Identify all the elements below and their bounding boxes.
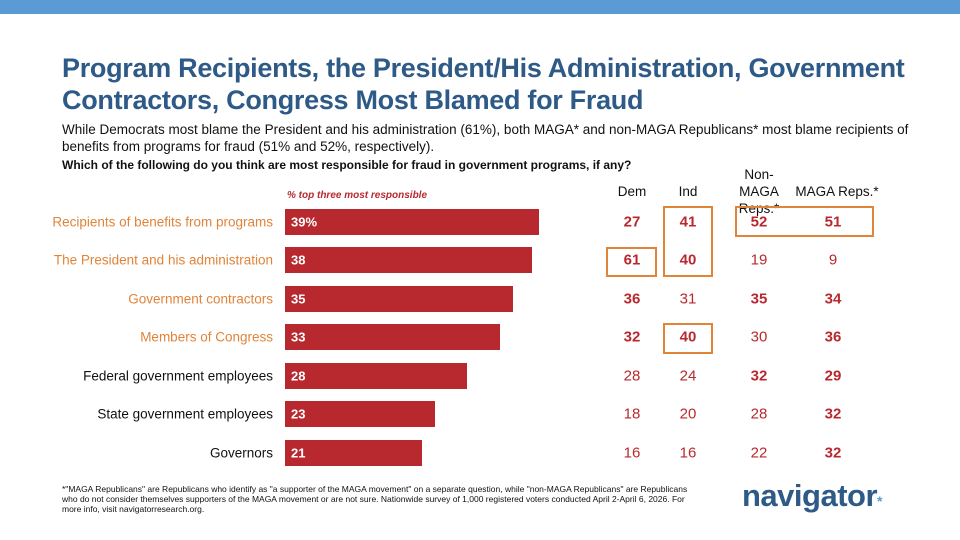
table-cell: 32 bbox=[824, 444, 842, 462]
table-cell: 16 bbox=[679, 444, 697, 462]
bar-value-label: 39% bbox=[291, 214, 318, 230]
highlight-box bbox=[735, 206, 874, 237]
table-cell: 18 bbox=[623, 405, 641, 423]
bar bbox=[285, 209, 539, 235]
page-title: Program Recipients, the President/His Ad… bbox=[62, 53, 905, 115]
table-cell: 9 bbox=[828, 251, 838, 269]
bar-value-label: 38 bbox=[291, 252, 306, 268]
table-cell: 40 bbox=[679, 328, 697, 346]
category-label: Governors bbox=[209, 445, 273, 461]
table-cell: 29 bbox=[824, 367, 842, 385]
highlight-box bbox=[663, 323, 713, 354]
bar-value-label: 35 bbox=[291, 291, 306, 307]
highlight-box bbox=[663, 206, 713, 277]
table-cell: 32 bbox=[824, 405, 842, 423]
table-cell: 28 bbox=[750, 405, 768, 423]
table-cell: 52 bbox=[750, 213, 768, 231]
category-label: State government employees bbox=[97, 406, 273, 422]
table-cell: 24 bbox=[679, 367, 697, 385]
category-label: Recipients of benefits from programs bbox=[52, 214, 273, 230]
question: Which of the following do you think are … bbox=[62, 158, 632, 172]
table-cell: 61 bbox=[623, 251, 641, 269]
table-cell: 30 bbox=[750, 328, 768, 346]
table-cell: 36 bbox=[824, 328, 842, 346]
bar bbox=[285, 247, 532, 273]
column-header: Ind bbox=[678, 184, 698, 199]
table-cell: 20 bbox=[679, 405, 697, 423]
bar bbox=[285, 440, 422, 466]
category-label: Government contractors bbox=[128, 291, 273, 307]
table-cell: 27 bbox=[623, 213, 641, 231]
table-cell: 35 bbox=[750, 290, 768, 308]
table-cell: 40 bbox=[679, 251, 697, 269]
bar bbox=[285, 324, 500, 350]
column-header: Dem bbox=[617, 184, 647, 199]
table-cell: 34 bbox=[824, 290, 842, 308]
table-cell: 22 bbox=[750, 444, 768, 462]
bar-value-label: 23 bbox=[291, 406, 306, 422]
bar bbox=[285, 286, 513, 312]
table-cell: 32 bbox=[623, 328, 641, 346]
column-header: MAGA Reps.* bbox=[795, 184, 879, 199]
table-cell: 19 bbox=[750, 251, 768, 269]
category-label: Federal government employees bbox=[83, 368, 273, 384]
bar-value-label: 21 bbox=[291, 445, 306, 461]
category-label: Members of Congress bbox=[140, 329, 273, 345]
table-cell: 16 bbox=[623, 444, 641, 462]
table-cell: 51 bbox=[824, 213, 842, 231]
bar bbox=[285, 401, 435, 427]
subtitle: While Democrats most blame the President… bbox=[62, 122, 909, 154]
table-cell: 28 bbox=[623, 367, 641, 385]
navigator-logo: navigator* bbox=[742, 478, 882, 513]
category-label: The President and his administration bbox=[53, 252, 273, 268]
top-bar bbox=[0, 0, 960, 14]
highlight-box bbox=[606, 247, 657, 277]
table-cell: 32 bbox=[750, 367, 768, 385]
table-cell: 31 bbox=[679, 290, 697, 308]
table-cell: 36 bbox=[623, 290, 641, 308]
column-header: Non-MAGA Reps.* bbox=[738, 167, 780, 216]
bar-note: % top three most responsible bbox=[287, 190, 428, 201]
bar-value-label: 33 bbox=[291, 329, 306, 345]
bar bbox=[285, 363, 467, 389]
footnote: *"MAGA Republicans" are Republicans who … bbox=[62, 484, 688, 514]
bar-value-label: 28 bbox=[291, 368, 306, 384]
table-cell: 41 bbox=[679, 213, 697, 231]
